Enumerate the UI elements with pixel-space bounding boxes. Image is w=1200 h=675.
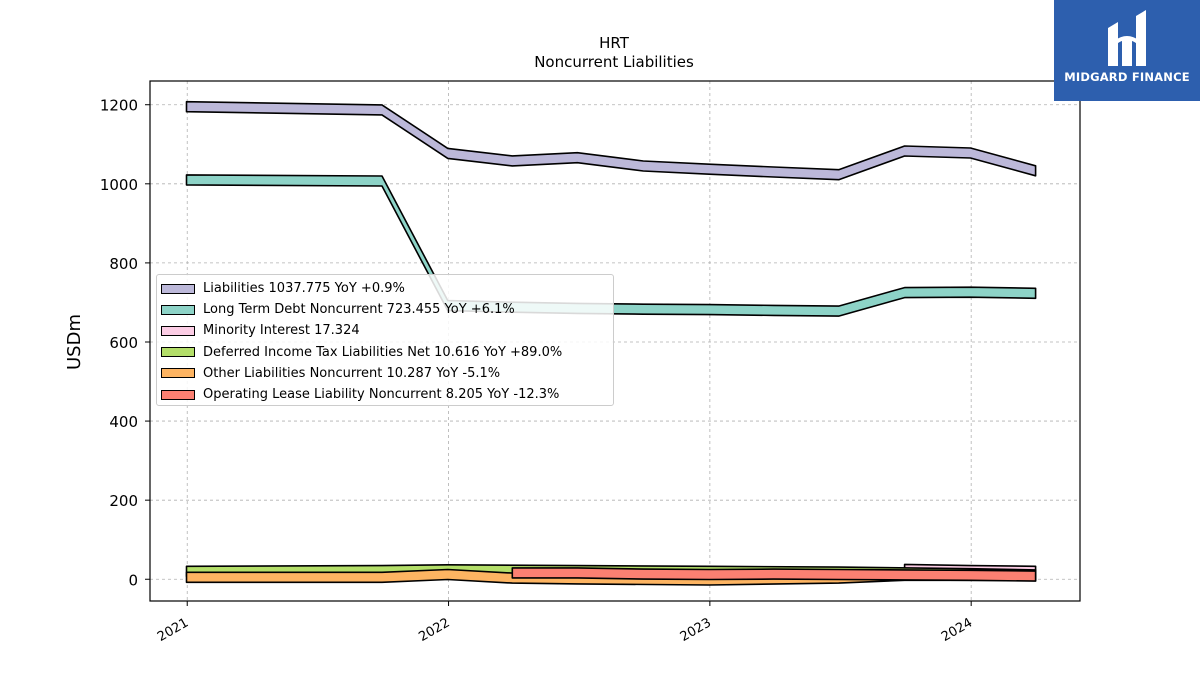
chart-subtitle: Noncurrent Liabilities [534,53,694,71]
plot-frame [149,80,1081,602]
legend-swatch-liabilities [161,283,195,294]
y-tick-label: 800 [109,255,138,273]
x-tick-label: 2022 [416,615,452,645]
legend-swatch-deferred-tax [161,347,195,358]
y-tick-label: 0 [128,571,138,589]
series-band-liabilities [185,100,1037,181]
x-tick-label: 2021 [155,615,191,645]
chart-title: HRT [599,34,630,52]
brand-name: MIDGARD FINANCE [1064,70,1190,84]
legend-item: Liabilities 1037.775 YoY +0.9% [161,278,613,299]
legend-swatch-other-liabilities [161,368,195,379]
legend-label: Other Liabilities Noncurrent 10.287 YoY … [203,365,501,381]
y-tick-label: 600 [109,334,138,352]
legend-label: Long Term Debt Noncurrent 723.455 YoY +6… [203,302,515,318]
legend-swatch-minority-interest [161,325,195,336]
legend-swatch-operating-lease [161,389,195,400]
y-tick-label: 1200 [100,97,138,115]
legend-item: Other Liabilities Noncurrent 10.287 YoY … [161,363,613,384]
brand-mark-icon [1108,10,1146,66]
x-tick-label: 2023 [678,615,714,645]
legend: Liabilities 1037.775 YoY +0.9% Long Term… [156,274,614,406]
legend-label: Liabilities 1037.775 YoY +0.9% [203,281,405,297]
y-tick-label: 1000 [100,176,138,194]
y-tick-label: 200 [109,492,138,510]
y-tick-label: 400 [109,413,138,431]
legend-swatch-long-term-debt [161,304,195,315]
legend-item: Operating Lease Liability Noncurrent 8.2… [161,384,613,405]
legend-item: Deferred Income Tax Liabilities Net 10.6… [161,342,613,363]
legend-item: Minority Interest 17.324 [161,320,613,341]
legend-label: Minority Interest 17.324 [203,323,360,339]
series-band-operating-lease-liability-noncurrent [511,567,1037,582]
x-tick-label: 2024 [939,615,975,645]
y-axis-label: USDm [64,314,85,370]
series-layer [185,100,1037,586]
legend-item: Long Term Debt Noncurrent 723.455 YoY +6… [161,299,613,320]
legend-label: Deferred Income Tax Liabilities Net 10.6… [203,344,563,360]
brand-logo: MIDGARD FINANCE [1054,0,1200,101]
legend-label: Operating Lease Liability Noncurrent 8.2… [203,387,560,403]
